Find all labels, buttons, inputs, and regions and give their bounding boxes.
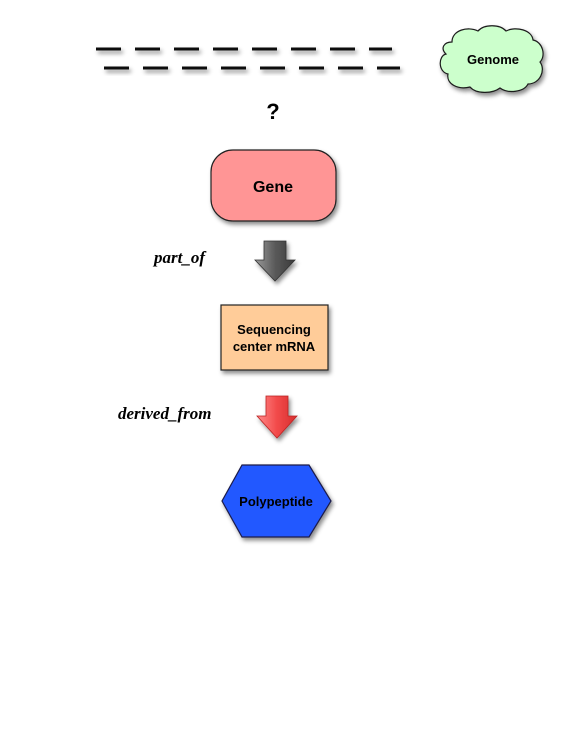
polypeptide-shape bbox=[221, 464, 332, 538]
gene-shape bbox=[210, 149, 337, 222]
mrna-shape bbox=[220, 304, 329, 371]
genome-label: Genome bbox=[467, 52, 519, 67]
genome-cloud-shape bbox=[439, 25, 544, 93]
mrna-node[interactable]: Sequencing center mRNA bbox=[220, 304, 329, 371]
mrna-label-line-2: center mRNA bbox=[233, 339, 316, 354]
part-of-label: part_of bbox=[152, 248, 207, 267]
derived-from-arrow bbox=[256, 395, 298, 439]
polypeptide-label: Polypeptide bbox=[239, 494, 313, 509]
genome-node[interactable]: Genome bbox=[439, 25, 544, 93]
gene-node[interactable]: Gene bbox=[210, 149, 337, 222]
gene-label: Gene bbox=[253, 179, 293, 196]
unknown-relation-marker: ? bbox=[266, 99, 279, 124]
derived-from-label: derived_from bbox=[118, 404, 211, 423]
part-of-arrow bbox=[254, 240, 296, 282]
genome-dashed-line bbox=[96, 47, 400, 70]
mrna-label-line-1: Sequencing bbox=[237, 322, 311, 337]
polypeptide-node[interactable]: Polypeptide bbox=[221, 464, 332, 538]
